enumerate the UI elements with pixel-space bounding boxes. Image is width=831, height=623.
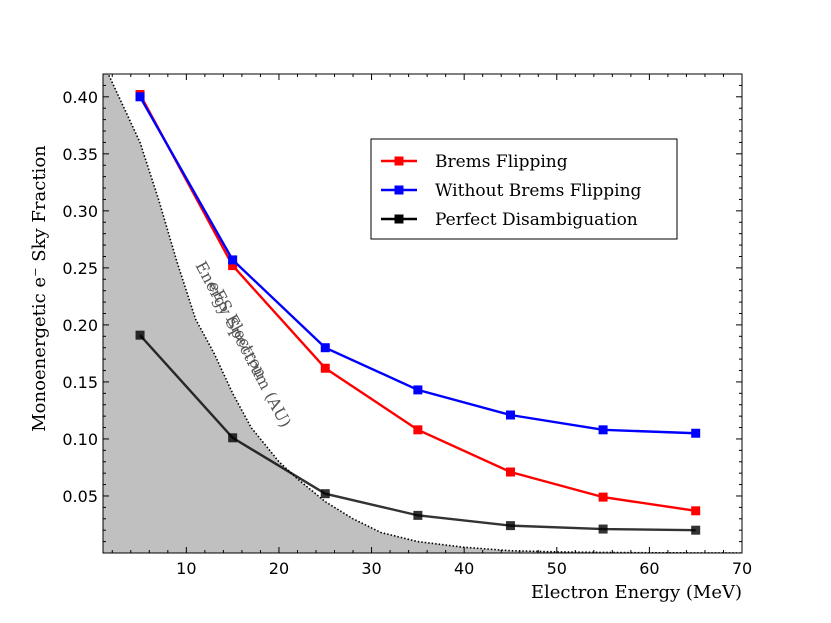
x-tick-label: 50 — [547, 559, 567, 578]
y-tick-label: 0.35 — [62, 145, 98, 164]
data-point — [228, 255, 238, 265]
series-perfect-disambiguation — [135, 330, 701, 535]
data-point — [691, 506, 701, 516]
legend-label: Perfect Disambiguation — [435, 210, 638, 230]
series-layer — [135, 90, 701, 535]
legend-marker — [394, 185, 404, 195]
legend-marker — [394, 214, 404, 224]
ticks-layer: 10 20 30 40 50 60 70 0.05 0.10 0.15 0.20 0.25 0.30 0.… — [62, 74, 752, 578]
data-point — [135, 92, 145, 102]
y-tick-label: 0.40 — [62, 88, 98, 107]
data-point — [598, 425, 608, 435]
spectrum-layer — [103, 74, 742, 553]
data-point — [228, 261, 238, 271]
legend-label: Brems Flipping — [435, 152, 568, 172]
legend-marker — [394, 156, 404, 166]
legend-item: Perfect Disambiguation — [381, 210, 638, 230]
spectrum-area — [103, 74, 742, 553]
data-point — [691, 428, 701, 438]
data-point — [413, 425, 423, 435]
data-point — [598, 524, 608, 534]
y-tick-label: 0.20 — [62, 316, 98, 335]
y-tick-label: 0.05 — [62, 487, 98, 506]
legend: Brems Flipping Without Brems Flipping Perf… — [370, 138, 678, 240]
y-tick-label: 0.30 — [62, 202, 98, 221]
x-tick-label: 40 — [454, 559, 474, 578]
data-point — [691, 525, 701, 535]
y-tick-label: 0.15 — [62, 373, 98, 392]
data-point — [320, 489, 330, 499]
x-tick-label: 10 — [176, 559, 196, 578]
data-point — [505, 521, 515, 531]
legend-item: Brems Flipping — [381, 152, 568, 172]
data-point — [320, 343, 330, 353]
x-tick-label: 60 — [639, 559, 659, 578]
data-point — [228, 433, 238, 443]
x-tick-label: 30 — [361, 559, 381, 578]
y-tick-label: 0.10 — [62, 430, 98, 449]
series-without-brems-flipping — [135, 92, 701, 438]
x-axis-title: Electron Energy (MeV) — [531, 582, 742, 603]
data-point — [413, 385, 423, 395]
data-point — [135, 330, 145, 340]
x-tick-label: 20 — [269, 559, 289, 578]
data-point — [320, 363, 330, 373]
legend-label: Without Brems Flipping — [435, 181, 642, 201]
y-axis-title: Monoenergetic e⁻ Sky Fraction — [29, 145, 50, 432]
data-point — [505, 410, 515, 420]
legend-item: Without Brems Flipping — [381, 181, 642, 201]
data-point — [598, 492, 608, 502]
data-point — [505, 467, 515, 477]
legend-box — [370, 138, 678, 240]
data-point — [413, 510, 423, 520]
x-tick-label: 70 — [732, 559, 752, 578]
y-tick-label: 0.25 — [62, 259, 98, 278]
